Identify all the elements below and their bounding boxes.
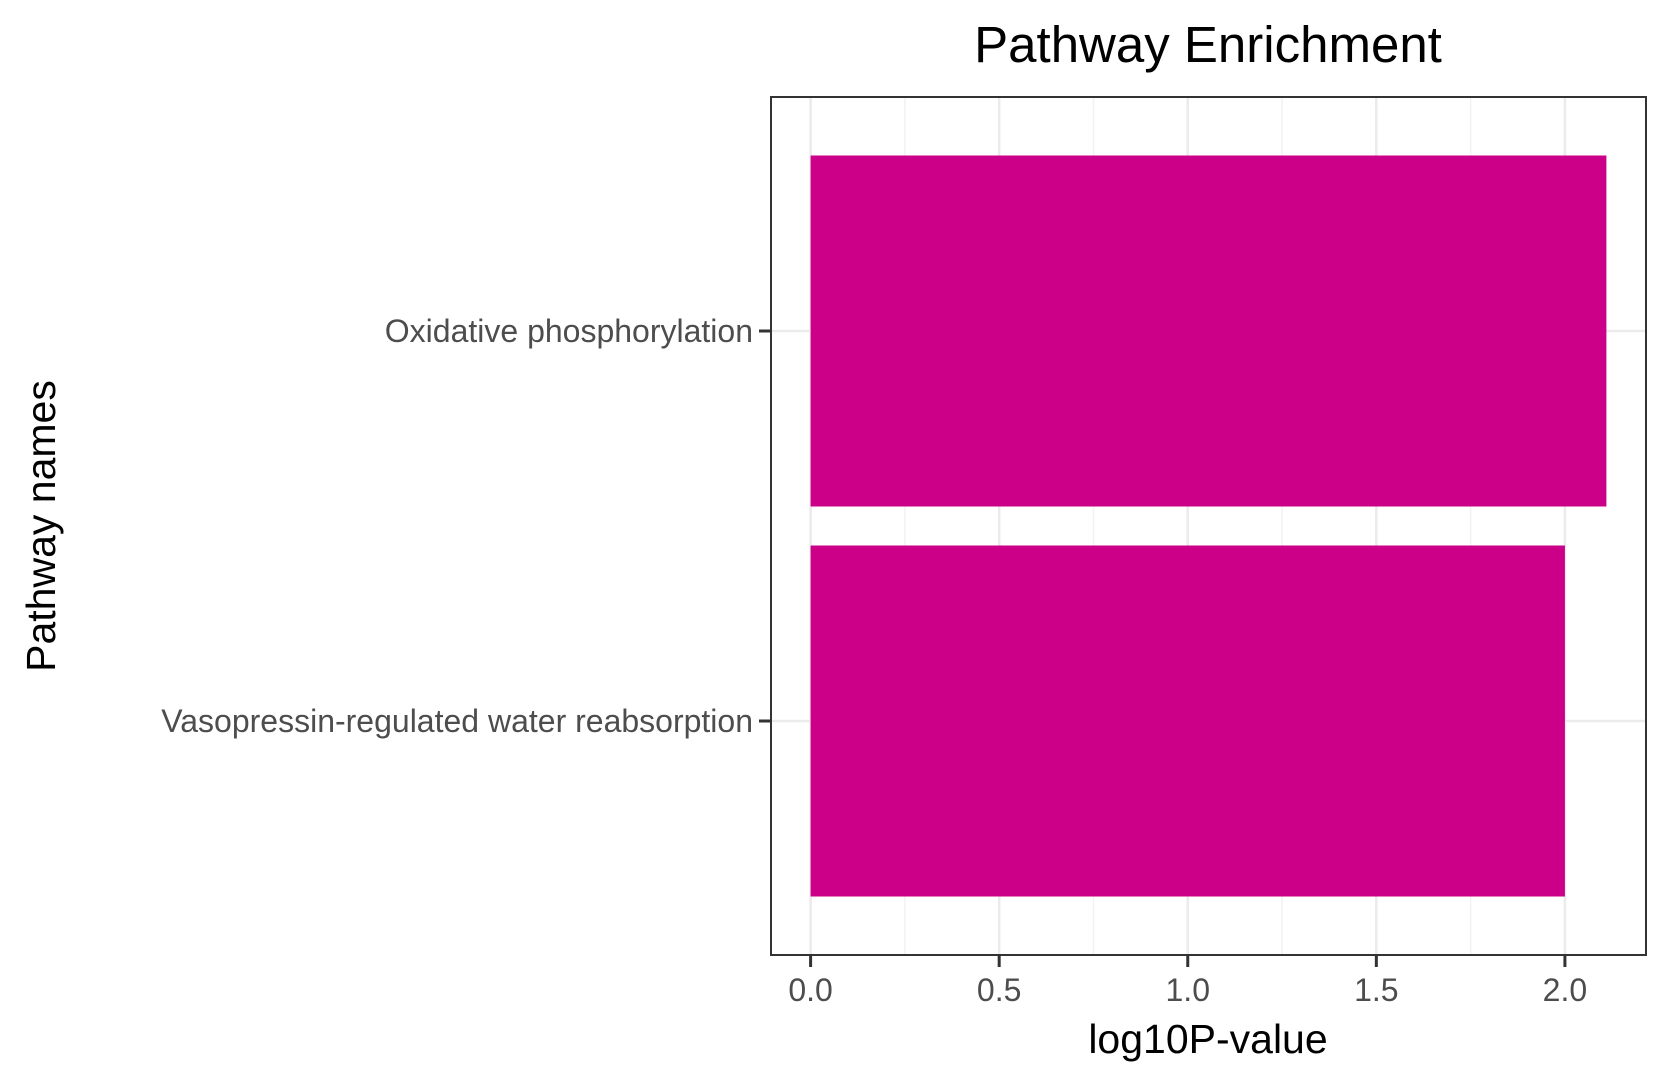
- x-axis: 0.0 0.5 1.0 1.5 2.0: [788, 955, 1587, 1008]
- bar: [810, 155, 1607, 507]
- x-tick-label: 2.0: [1543, 972, 1587, 1008]
- bars: [810, 155, 1607, 897]
- bar: [810, 545, 1565, 897]
- y-tick-label: Vasopressin-regulated water reabsorption: [161, 703, 753, 739]
- x-axis-title: log10P-value: [1088, 1016, 1327, 1062]
- y-axis: Oxidative phosphorylation Vasopressin-reg…: [161, 313, 771, 739]
- x-tick-label: 1.0: [1166, 972, 1210, 1008]
- plot-border: [770, 96, 1647, 956]
- chart-title: Pathway Enrichment: [974, 16, 1442, 73]
- x-tick-label: 0.5: [977, 972, 1021, 1008]
- y-axis-title: Pathway names: [18, 380, 64, 672]
- x-tick-label: 0.0: [788, 972, 832, 1008]
- y-tick-label: Oxidative phosphorylation: [385, 313, 753, 349]
- x-tick-label: 1.5: [1354, 972, 1398, 1008]
